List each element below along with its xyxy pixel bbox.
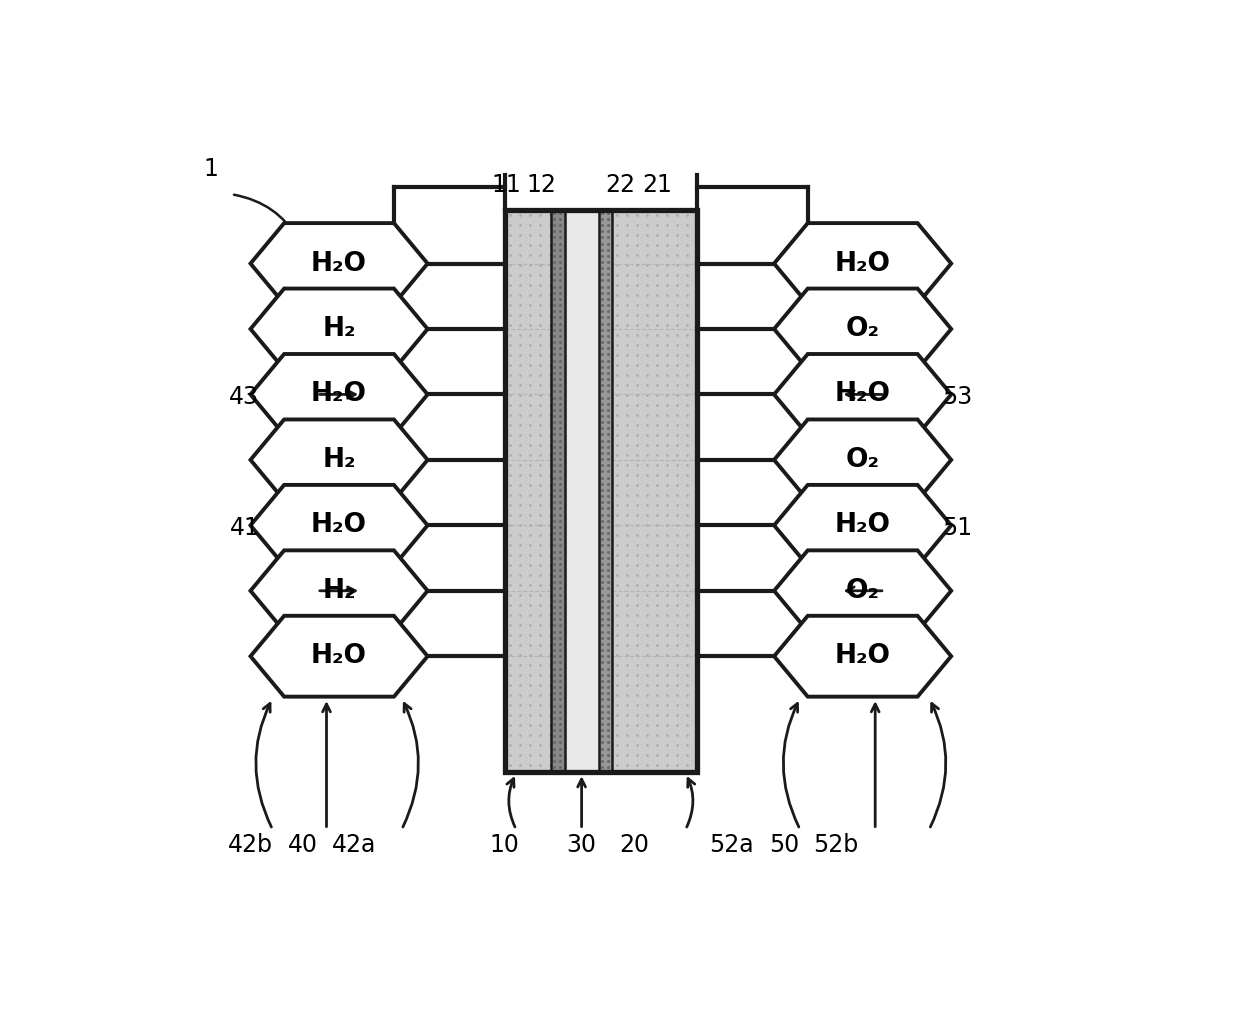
Polygon shape: [250, 354, 428, 435]
Text: 30: 30: [567, 832, 596, 857]
Text: H₂O: H₂O: [311, 250, 367, 276]
Bar: [505, 210, 551, 772]
Text: 12: 12: [527, 173, 557, 197]
Text: 41: 41: [229, 516, 259, 540]
Polygon shape: [250, 289, 428, 369]
Text: 21: 21: [642, 173, 672, 197]
Polygon shape: [250, 550, 428, 632]
Text: 1: 1: [203, 156, 218, 181]
Polygon shape: [250, 223, 428, 304]
Text: 51: 51: [942, 516, 972, 540]
Text: 53: 53: [942, 384, 972, 409]
Polygon shape: [250, 420, 428, 500]
Text: 22: 22: [605, 173, 635, 197]
Polygon shape: [774, 289, 951, 369]
Text: 50: 50: [769, 832, 800, 857]
Polygon shape: [250, 615, 428, 696]
Bar: [599, 210, 613, 772]
Polygon shape: [250, 485, 428, 566]
Polygon shape: [774, 223, 951, 304]
Text: 42a: 42a: [332, 832, 377, 857]
Text: 42b: 42b: [228, 832, 273, 857]
Text: 20: 20: [619, 832, 649, 857]
Text: 40: 40: [288, 832, 317, 857]
Polygon shape: [774, 615, 951, 696]
Bar: [505, 210, 697, 772]
Bar: [564, 210, 599, 772]
Text: H₂O: H₂O: [835, 513, 890, 539]
Polygon shape: [774, 354, 951, 435]
Polygon shape: [774, 550, 951, 632]
Text: 10: 10: [490, 832, 520, 857]
Text: H₂O: H₂O: [835, 250, 890, 276]
Text: 43: 43: [229, 384, 259, 409]
Text: 52a: 52a: [709, 832, 754, 857]
Text: H₂O: H₂O: [835, 643, 890, 669]
Text: H₂: H₂: [322, 578, 356, 603]
Text: 52b: 52b: [813, 832, 858, 857]
Text: H₂: H₂: [322, 316, 356, 342]
Polygon shape: [774, 420, 951, 500]
Polygon shape: [774, 485, 951, 566]
Text: H₂O: H₂O: [311, 513, 367, 539]
Bar: [551, 210, 564, 772]
Text: 11: 11: [491, 173, 521, 197]
Text: H₂O: H₂O: [311, 643, 367, 669]
Text: H₂O: H₂O: [311, 381, 367, 408]
Text: H₂O: H₂O: [835, 381, 890, 408]
Text: O₂: O₂: [846, 578, 879, 603]
Text: O₂: O₂: [846, 447, 879, 473]
Text: H₂: H₂: [322, 447, 356, 473]
Text: O₂: O₂: [846, 316, 879, 342]
Bar: [613, 210, 697, 772]
